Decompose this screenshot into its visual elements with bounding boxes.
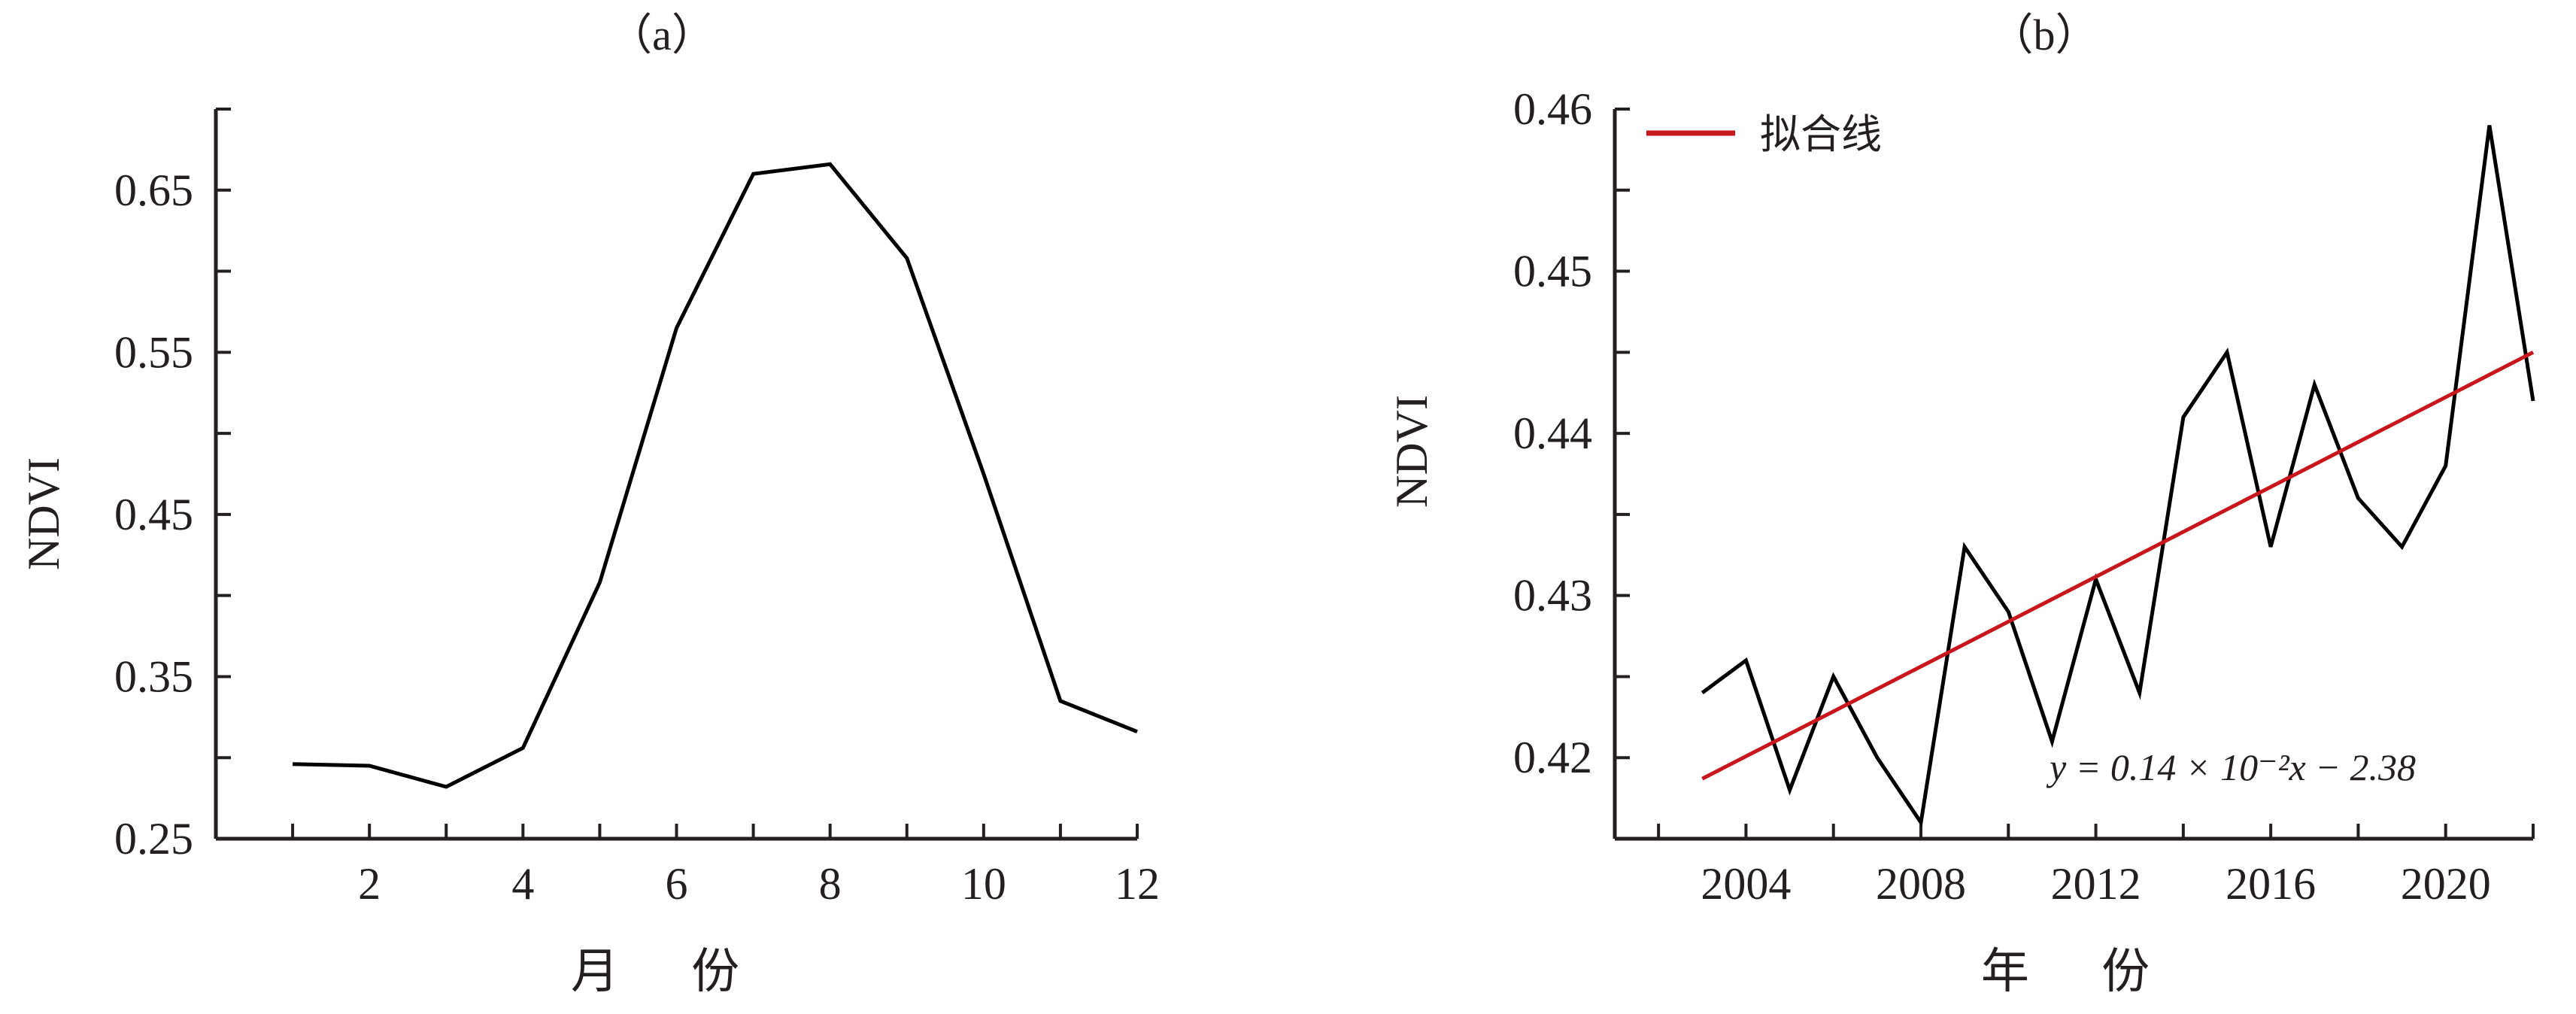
panel-a-title: （a） — [608, 11, 715, 59]
panel-b-chart: （b） NDVI 年 份 0.42 0.43 0.44 0.45 0.46 2004 200… — [1387, 11, 2535, 1000]
panel-b-marks — [1701, 125, 2535, 828]
panel-a-y-tick-label: 0.35 — [114, 651, 193, 701]
panel-a-x-tick-label: 4 — [511, 859, 534, 909]
panel-a-y-tick-label: 0.25 — [114, 814, 193, 864]
panel-a-marks — [293, 162, 1138, 789]
panel-a-x-tick-label: 2 — [358, 859, 381, 909]
panel-a-x-tick-label: 8 — [819, 859, 842, 909]
panel-b-x-tick-label: 2008 — [1876, 859, 1966, 909]
panel-b-y-tick-label: 0.42 — [1513, 733, 1592, 782]
panel-a-chart: （a） NDVI 月 份 0.25 0.35 0.45 0.55 0.65 2 4 6 8 10 1… — [19, 11, 1160, 1000]
panel-a-axes: 0.25 0.35 0.45 0.55 0.65 2 4 6 8 10 12 — [114, 108, 1160, 909]
panel-a-x-tick-label: 6 — [666, 859, 688, 909]
panel-b-y-axis-label: NDVI — [1387, 395, 1437, 508]
panel-a-ndvi-series-line — [293, 162, 1138, 789]
panel-a-y-tick-label: 0.65 — [114, 165, 193, 215]
panel-b-x-tick-label: 2020 — [2401, 859, 2491, 909]
panel-b-fit-line — [1701, 351, 2535, 781]
panel-b-x-tick-label: 2012 — [2051, 859, 2141, 909]
regression-equation: y = 0.14 × 10⁻²x − 2.38 — [2046, 746, 2416, 788]
panel-a-y-tick-label: 0.55 — [114, 327, 193, 377]
panel-b-x-tick-label: 2016 — [2226, 859, 2316, 909]
panel-b-y-tick-label: 0.44 — [1513, 408, 1592, 458]
panel-a-x-axis-label: 月 份 — [571, 944, 768, 1000]
panel-a-x-tick-label: 10 — [961, 859, 1006, 909]
panel-b-legend: 拟合线 — [1646, 111, 1882, 158]
panel-b-ndvi-series-line — [1701, 125, 2535, 828]
panel-a-y-axis-label: NDVI — [19, 457, 68, 570]
legend-label-fit-line: 拟合线 — [1760, 111, 1882, 158]
panel-b-y-tick-label: 0.46 — [1513, 84, 1592, 134]
panel-b-axes: 0.42 0.43 0.44 0.45 0.46 2004 2008 2012 2016 2020 — [1513, 84, 2535, 909]
panel-b-y-tick-label: 0.45 — [1513, 247, 1592, 296]
panel-b-y-tick-label: 0.43 — [1513, 571, 1592, 621]
panel-a-x-tick-label: 12 — [1115, 859, 1160, 909]
panel-b-x-axis-label: 年 份 — [1981, 944, 2178, 1000]
panel-a-y-tick-label: 0.45 — [114, 490, 193, 539]
panel-b-title: （b） — [1989, 11, 2098, 59]
panel-b-x-tick-label: 2004 — [1701, 859, 1791, 909]
